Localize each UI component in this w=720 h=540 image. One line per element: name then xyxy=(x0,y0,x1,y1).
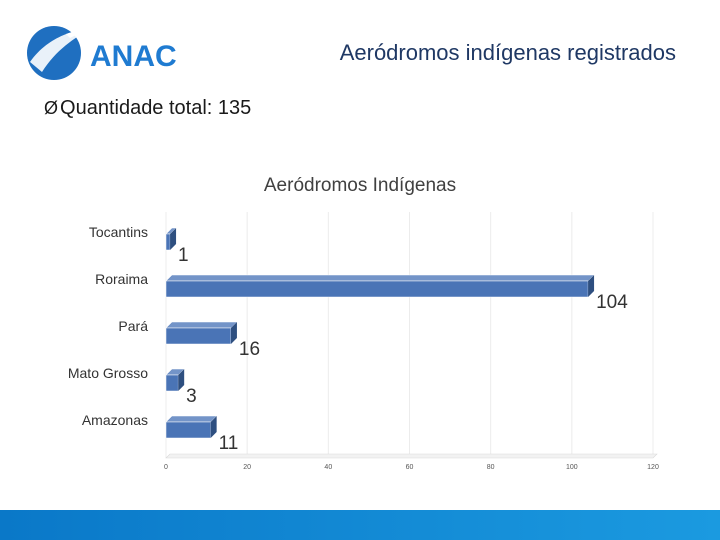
x-tick-label: 100 xyxy=(566,464,578,471)
chart-title: Aeródromos Indígenas xyxy=(264,175,456,196)
x-tick-label: 0 xyxy=(164,464,168,471)
data-label: 11 xyxy=(219,433,239,454)
logo-swoosh-icon xyxy=(30,28,92,72)
bar xyxy=(165,421,211,439)
bar-side-face xyxy=(210,416,217,438)
bar-top-face xyxy=(165,274,595,282)
x-tick-label: 20 xyxy=(243,464,251,471)
bar-top-face xyxy=(165,321,238,329)
x-tick-label: 40 xyxy=(324,464,332,471)
bar xyxy=(165,374,179,392)
bar xyxy=(165,327,232,345)
x-tick-label: 80 xyxy=(487,464,495,471)
chart-floor xyxy=(165,453,658,459)
y-category-label: Tocantins xyxy=(89,224,148,240)
y-category-label: Roraima xyxy=(95,271,148,287)
x-tick-label: 120 xyxy=(647,464,659,471)
bar xyxy=(165,280,589,298)
bar-chart: Aeródromos Indígenas 0 20 40 60 80 100 120 Tocan… xyxy=(68,175,659,471)
bullet-item: Ø Quantidade total: 135 xyxy=(44,97,251,120)
bar-side-face xyxy=(170,228,177,250)
anac-logo: ANAC xyxy=(27,26,177,80)
x-tick-label: 60 xyxy=(406,464,414,471)
data-label: 1 xyxy=(178,245,189,266)
bar-side-face xyxy=(588,275,595,297)
data-label: 104 xyxy=(596,292,628,313)
data-label: 3 xyxy=(186,386,197,407)
y-category-label: Pará xyxy=(118,318,148,334)
logo-plane-icon xyxy=(66,28,84,38)
bullet-text: Quantidade total: 135 xyxy=(60,97,252,119)
bullet-arrow-icon: Ø xyxy=(44,98,59,118)
data-label: 16 xyxy=(239,339,260,360)
y-category-label: Mato Grosso xyxy=(68,365,148,381)
footer-bar xyxy=(0,510,720,540)
bar-side-face xyxy=(178,369,185,391)
bar xyxy=(165,233,171,251)
bar-top-face xyxy=(165,415,218,423)
chart-container: Aeródromos Indígenas 0 20 40 60 80 100 120 Tocan… xyxy=(0,160,720,480)
bar-side-face xyxy=(230,322,237,344)
logo-text: ANAC xyxy=(90,40,177,73)
slide-title: Aeródromos indígenas registrados xyxy=(339,40,676,65)
y-category-label: Amazonas xyxy=(82,412,148,428)
